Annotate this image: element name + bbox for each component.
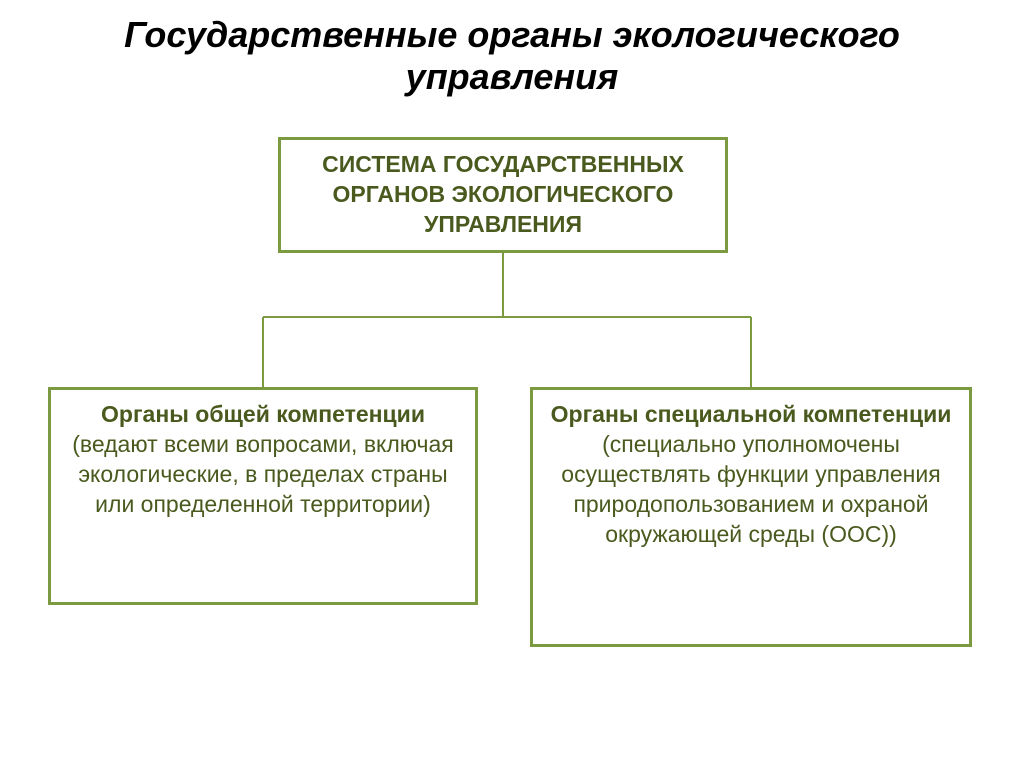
node-right-desc: (специально уполномочены осуществлять фу… bbox=[547, 430, 955, 550]
node-right: Органы специальной компетенции (специаль… bbox=[530, 387, 972, 647]
page-title: Государственные органы экологического уп… bbox=[0, 0, 1024, 99]
org-chart: СИСТЕМА ГОСУДАРСТВЕННЫХ ОРГАНОВ ЭКОЛОГИЧ… bbox=[0, 99, 1024, 739]
node-left: Органы общей компетенции (ведают всеми в… bbox=[48, 387, 478, 605]
node-left-title: Органы общей компетенции bbox=[65, 400, 461, 430]
node-right-title: Органы специальной компетенции bbox=[547, 400, 955, 430]
node-root: СИСТЕМА ГОСУДАРСТВЕННЫХ ОРГАНОВ ЭКОЛОГИЧ… bbox=[278, 137, 728, 253]
node-root-title: СИСТЕМА ГОСУДАРСТВЕННЫХ ОРГАНОВ ЭКОЛОГИЧ… bbox=[295, 150, 711, 240]
node-left-desc: (ведают всеми вопросами, включая экологи… bbox=[65, 430, 461, 520]
